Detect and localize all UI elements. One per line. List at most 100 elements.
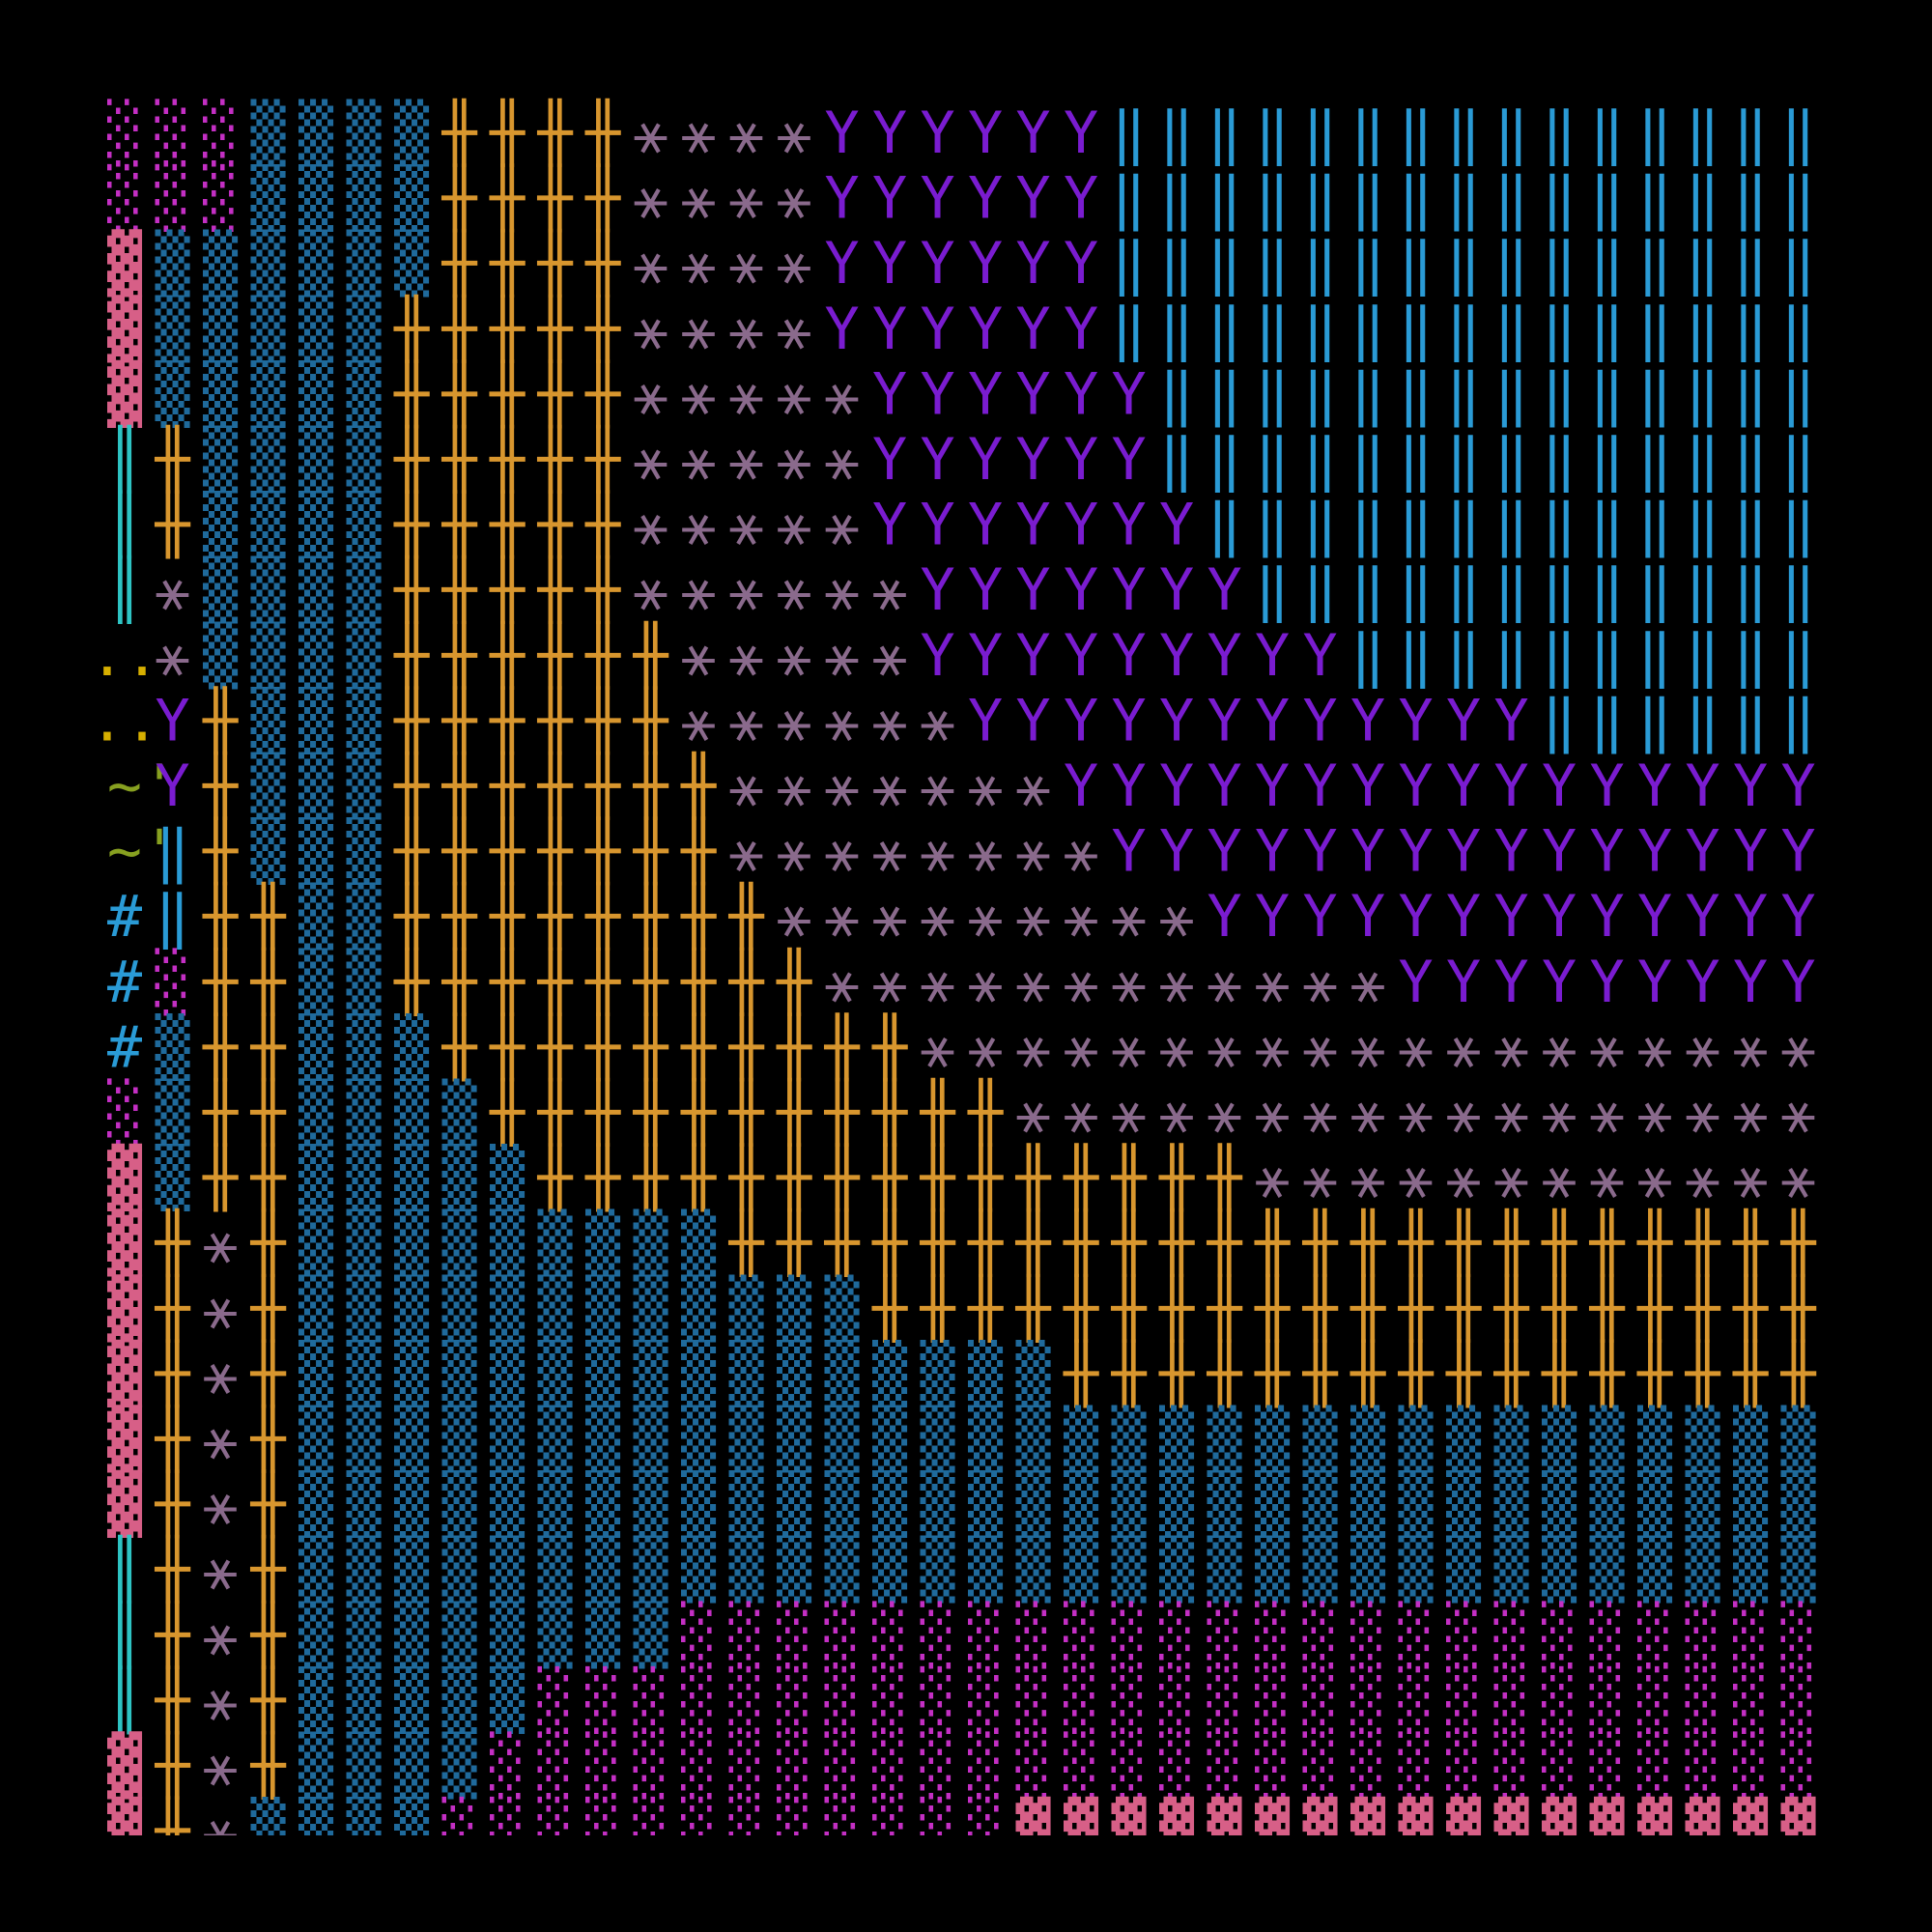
cell: ╫ (584, 751, 621, 820)
cell: ‖ (1302, 99, 1337, 167)
cell: ▒ (1015, 1339, 1051, 1407)
cell: ⚹ (1255, 1145, 1290, 1212)
cell: ⚹ (1399, 1145, 1434, 1212)
cell: Y (1733, 883, 1768, 951)
cell: # (107, 1013, 142, 1081)
cell: ╫ (1684, 1338, 1720, 1407)
cell: Y (1685, 818, 1719, 886)
cell: ╫ (154, 1273, 190, 1343)
cell: ‖ (1398, 622, 1433, 690)
cell: ‖ (1207, 99, 1241, 167)
cell: ⚹ (1494, 1013, 1529, 1081)
cell: ░ (1111, 1665, 1146, 1734)
cell: ╫ (1350, 1338, 1386, 1407)
cell: ╫ (393, 424, 430, 494)
cell: ╫ (632, 816, 668, 886)
cell: ⚹ (872, 818, 907, 886)
cell: ░ (1685, 1731, 1719, 1800)
cell: ⚹ (1016, 1079, 1051, 1147)
cell: ▓ (1733, 1797, 1769, 1865)
cell: ‖ (1589, 165, 1624, 233)
cell: ‖ (1159, 165, 1194, 233)
cell: ▒ (203, 229, 239, 298)
cell: ‖ (1350, 165, 1385, 233)
cell: ⚹ (729, 99, 764, 167)
cell: ▒ (298, 948, 334, 1016)
cell: Y (1207, 818, 1241, 886)
cell: ▒ (346, 1665, 382, 1734)
cell: ⚹ (1303, 949, 1338, 1016)
cell: ▒ (1493, 1405, 1529, 1473)
cell: ▒ (824, 1470, 860, 1539)
cell: ╫ (536, 947, 573, 1016)
cell: ▒ (585, 1405, 621, 1473)
cell: ╫ (584, 1077, 621, 1147)
cell: ▒ (298, 1405, 334, 1473)
cell: ⚹ (921, 753, 955, 820)
cell: ▒ (346, 1208, 382, 1277)
cell: ▒ (1255, 1535, 1291, 1604)
cell: ‖ (1255, 426, 1290, 494)
cell: ░ (441, 1797, 476, 1865)
cell: ‖ (1733, 556, 1768, 624)
cell: ░ (1493, 1665, 1528, 1734)
cell: ║ (107, 1600, 142, 1669)
cell: ▓ (107, 359, 143, 428)
cell: ▒ (394, 1078, 430, 1147)
cell: ⚹ (681, 687, 716, 754)
cell: ╫ (154, 1469, 190, 1539)
cell: ╫ (1588, 1208, 1625, 1277)
cell: ║ (107, 1664, 142, 1734)
cell: ⚹ (156, 556, 190, 624)
cell: ‖ (1780, 492, 1815, 559)
cell: ╫ (1732, 1338, 1769, 1407)
cell: Y (1015, 165, 1050, 233)
cell: Y (824, 296, 859, 363)
cell: Y (1589, 949, 1624, 1016)
cell: ⚹ (1255, 1079, 1290, 1147)
cell: ⚹ (1542, 1145, 1577, 1212)
cell: ▒ (537, 1339, 573, 1407)
cell: ▓ (107, 1274, 143, 1343)
cell: ⚹ (1781, 1145, 1816, 1212)
cell: ▒ (1493, 1470, 1529, 1539)
cell: Y (968, 622, 1003, 690)
cell: ‖ (1685, 99, 1719, 167)
cell: ▓ (1111, 1797, 1147, 1865)
cell: ░ (537, 1731, 572, 1800)
cell: Y (1111, 360, 1146, 428)
cell: Y (1111, 492, 1146, 559)
cell: ▒ (490, 1208, 526, 1277)
cell: ╫ (967, 1143, 1004, 1212)
cell: ╫ (823, 1077, 860, 1147)
cell: ░ (1159, 1731, 1194, 1800)
cell: ╫ (1350, 1208, 1386, 1277)
cell: ╫ (1301, 1208, 1338, 1277)
cell: # (107, 883, 142, 951)
cell: ░ (107, 1078, 142, 1147)
cell: ⚹ (681, 622, 716, 690)
cell: Y (1780, 883, 1815, 951)
cell: ░ (968, 1731, 1003, 1800)
cell: Y (1398, 687, 1433, 754)
cell: ⚹ (968, 883, 1003, 951)
cell: ⚹ (1064, 1013, 1098, 1081)
cell: ‖ (1637, 622, 1672, 690)
cell: ⚹ (777, 883, 811, 951)
cell: ⚹ (203, 1602, 238, 1669)
cell: ╫ (536, 294, 573, 363)
cell: ▓ (1064, 1797, 1099, 1865)
cell: ╫ (1110, 1143, 1147, 1212)
cell: ╫ (584, 163, 621, 233)
cell: ⚹ (634, 296, 668, 363)
cell: ‖ (1542, 165, 1577, 233)
cell: ╫ (202, 751, 239, 820)
cell: ▒ (633, 1601, 668, 1669)
cell: ╫ (1254, 1338, 1291, 1407)
cell: Y (1542, 818, 1577, 886)
cell: ╫ (823, 1011, 860, 1081)
cell: ⚹ (1350, 949, 1385, 1016)
cell: ╫ (776, 1077, 812, 1147)
cell: ╫ (871, 1077, 908, 1147)
